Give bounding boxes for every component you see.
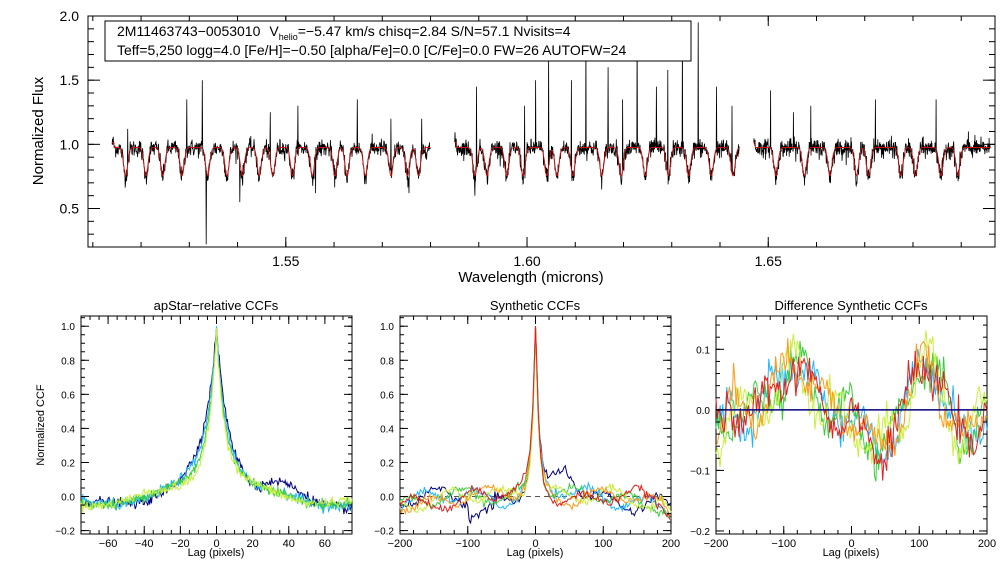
y-tick-label: 0.2 (61, 458, 75, 469)
panel-title: Difference Synthetic CCFs (775, 298, 928, 313)
y-tick-label: 0.0 (380, 493, 394, 504)
difference-line-visit-6 (715, 350, 988, 481)
panel-title: Synthetic CCFs (490, 298, 581, 313)
y-tick-label: −0.2 (55, 527, 75, 538)
x-tick-label: 60 (319, 538, 331, 550)
model-spectrum-chip-2 (454, 141, 740, 177)
x-axis-label: Wavelength (microns) (458, 269, 603, 286)
annotation-line-2: Teff=5,250 logg=4.0 [Fe/H]=−0.50 [alpha/… (117, 42, 626, 58)
x-axis-label: Lag (pixels) (823, 547, 880, 559)
panel-title: apStar−relative CCFs (154, 298, 279, 313)
spectrum-panel: 1.55 1.60 1.65 0.5 1.0 1.5 2.0 2M11463743−0053… (30, 8, 996, 286)
difference-line-visit-3 (715, 340, 988, 482)
y-tick-label: −0.2 (690, 527, 710, 538)
y-tick-label: 1.5 (60, 72, 80, 88)
x-tick-label: 0 (848, 538, 854, 550)
ccf-line-visit-4 (80, 328, 353, 514)
y-tick-label: 1.0 (380, 322, 394, 333)
y-axis-label: Normalized Flux (30, 76, 47, 185)
x-tick-label: 100 (910, 538, 928, 550)
ccf-line-visit-6 (399, 326, 672, 520)
ccf-line-visit-5 (399, 326, 672, 516)
x-tick-label: −20 (171, 538, 190, 550)
y-tick-label: 0.2 (380, 458, 394, 469)
observed-spectrum-chip-3 (753, 90, 991, 188)
x-tick-label: 1.65 (755, 253, 782, 269)
apstar-ccf-panel: apStar−relative CCFs Lag (pixels) Normal… (35, 298, 353, 559)
x-tick-label: −60 (99, 538, 118, 550)
annotation-box (104, 20, 692, 62)
y-tick-label: −0.2 (374, 527, 394, 538)
x-tick-label: 20 (247, 538, 259, 550)
x-tick-label: 40 (283, 538, 295, 550)
x-tick-label: 100 (594, 538, 612, 550)
y-tick-label: 2.0 (60, 8, 80, 24)
difference-line-visit-5 (715, 338, 988, 458)
observed-spectrum-chip-1 (111, 80, 431, 245)
ccf-line-visit-3 (399, 326, 672, 519)
annotation-line-1: 2M11463743−0053010 Vhelio=−5.47 km/s chis… (117, 23, 571, 42)
x-tick-label: 1.60 (513, 253, 540, 269)
ccf-line-visit-1 (80, 328, 353, 515)
y-tick-label: 0.8 (61, 356, 75, 367)
y-tick-label: −0.1 (690, 466, 710, 477)
y-tick-label: 0.4 (380, 424, 394, 435)
x-tick-label: 200 (662, 538, 680, 550)
ccf-line-visit-3 (80, 330, 353, 511)
x-tick-label: −100 (771, 538, 796, 550)
x-tick-label: −200 (704, 538, 729, 550)
model-spectrum-chip-3 (753, 141, 991, 177)
y-tick-label: 0.5 (60, 201, 80, 217)
difference-ccf-panel: Difference Synthetic CCFs Lag (pixels) −… (690, 298, 996, 559)
y-tick-label: 0.6 (61, 390, 75, 401)
x-tick-label: 0 (532, 538, 538, 550)
ccf-line-visit-1 (399, 326, 672, 524)
y-tick-label: 0.0 (696, 406, 710, 417)
y-tick-label: 0.1 (696, 345, 710, 356)
synthetic-ccf-panel: Synthetic CCFs Lag (pixels) −200 −100 0 100… (374, 298, 680, 559)
ccf-line-visit-4 (399, 326, 672, 513)
x-tick-label: −200 (388, 538, 413, 550)
y-tick-label: 0.4 (61, 424, 75, 435)
x-tick-label: −100 (455, 538, 480, 550)
x-tick-label: −40 (135, 538, 154, 550)
x-tick-label: 1.55 (272, 253, 299, 269)
y-tick-label: 1.0 (60, 136, 80, 152)
model-spectrum-chip-1 (112, 141, 431, 177)
x-tick-label: 0 (213, 538, 219, 550)
y-tick-label: 0.0 (61, 493, 75, 504)
ccf-line-visit-2 (80, 326, 353, 514)
x-axis-label: Lag (pixels) (188, 547, 245, 559)
x-axis-label: Lag (pixels) (507, 547, 564, 559)
y-tick-label: 0.8 (380, 356, 394, 367)
y-tick-label: 1.0 (61, 322, 75, 333)
x-tick-label: 200 (978, 538, 996, 550)
y-axis-label: Normalized CCF (35, 384, 47, 466)
y-tick-label: 0.6 (380, 390, 394, 401)
